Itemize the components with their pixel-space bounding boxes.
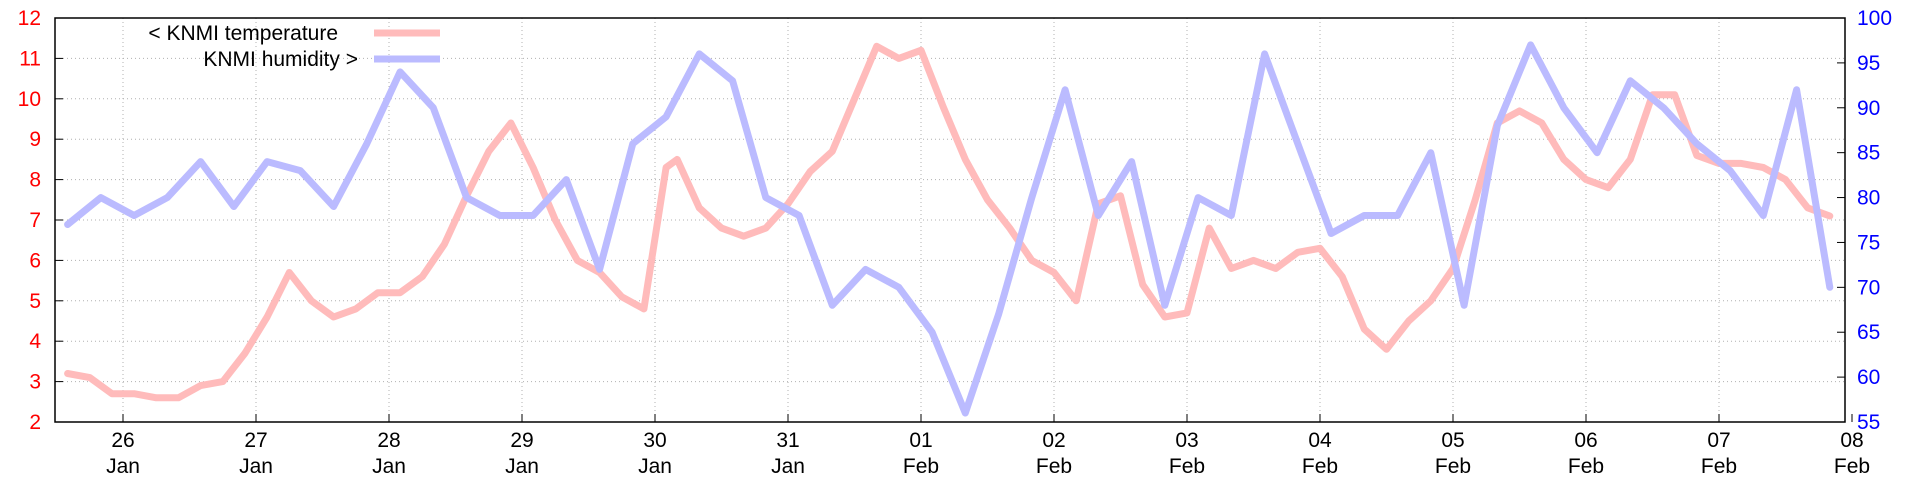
x-tick-day-label: 28 (377, 429, 400, 452)
x-tick-day-label: 08 (1840, 429, 1863, 452)
x-tick-month-label: Feb (1302, 455, 1338, 478)
x-tick-month-label: Feb (903, 455, 939, 478)
x-tick-day-label: 04 (1308, 429, 1332, 452)
tick-labels: 2 3 4 5 6 7 8 9 10 11 12 55 60 65 70 75 80 85 90 95 100 26 Jan… (18, 7, 1892, 478)
x-tick-month-label: Jan (505, 455, 539, 478)
x-tick-month-label: Feb (1834, 455, 1870, 478)
y-right-tick-label: 80 (1857, 187, 1880, 210)
x-tick-month-label: Jan (771, 455, 805, 478)
humidity-series-line (64, 41, 1834, 417)
y-left-tick-label: 12 (18, 7, 41, 30)
x-tick-day-label: 26 (111, 429, 134, 452)
y-left-tick-label: 7 (29, 209, 41, 232)
y-right-tick-label: 60 (1857, 366, 1880, 389)
x-tick-month-label: Jan (239, 455, 273, 478)
y-right-tick-label: 70 (1857, 276, 1880, 299)
x-tick-month-label: Jan (106, 455, 140, 478)
x-tick-day-label: 30 (643, 429, 666, 452)
x-tick-month-label: Feb (1036, 455, 1072, 478)
x-tick-day-label: 07 (1707, 429, 1730, 452)
x-tick-month-label: Feb (1568, 455, 1604, 478)
plot-frame (54, 17, 1853, 423)
legend-label-humidity: KNMI humidity > (203, 48, 358, 71)
y-right-tick-label: 55 (1857, 411, 1880, 434)
y-right-tick-label: 75 (1857, 231, 1880, 254)
y-right-tick-label: 65 (1857, 321, 1880, 344)
x-tick-day-label: 29 (510, 429, 533, 452)
y-right-tick-label: 95 (1857, 52, 1880, 75)
temperature-series-line (64, 42, 1834, 402)
y-left-tick-label: 10 (18, 88, 41, 111)
x-tick-day-label: 27 (244, 429, 267, 452)
x-tick-day-label: 03 (1175, 429, 1198, 452)
x-tick-month-label: Feb (1701, 455, 1737, 478)
x-tick-day-label: 01 (909, 429, 932, 452)
y-left-tick-label: 5 (29, 290, 41, 313)
x-tick-day-label: 02 (1042, 429, 1065, 452)
x-tick-day-label: 31 (776, 429, 799, 452)
y-left-tick-label: 3 (29, 371, 41, 394)
y-left-tick-label: 11 (19, 47, 41, 70)
y-left-tick-label: 9 (29, 128, 41, 151)
y-left-tick-label: 8 (29, 169, 41, 192)
x-tick-day-label: 06 (1574, 429, 1597, 452)
y-left-tick-label: 6 (29, 249, 41, 272)
legend-label-temperature: < KNMI temperature (148, 22, 338, 45)
x-tick-month-label: Jan (372, 455, 406, 478)
grid-lines (55, 18, 1845, 422)
y-right-tick-label: 85 (1857, 142, 1880, 165)
legend: < KNMI temperature KNMI humidity > (148, 22, 440, 71)
y-left-tick-label: 2 (29, 411, 41, 434)
y-right-tick-label: 100 (1857, 7, 1892, 30)
x-tick-day-label: 05 (1441, 429, 1464, 452)
y-right-tick-label: 90 (1857, 97, 1880, 120)
y-left-tick-label: 4 (29, 330, 41, 353)
x-tick-month-label: Jan (638, 455, 672, 478)
plot-border (54, 17, 1846, 423)
series-lines (64, 41, 1834, 417)
x-tick-month-label: Feb (1435, 455, 1471, 478)
x-tick-month-label: Feb (1169, 455, 1205, 478)
